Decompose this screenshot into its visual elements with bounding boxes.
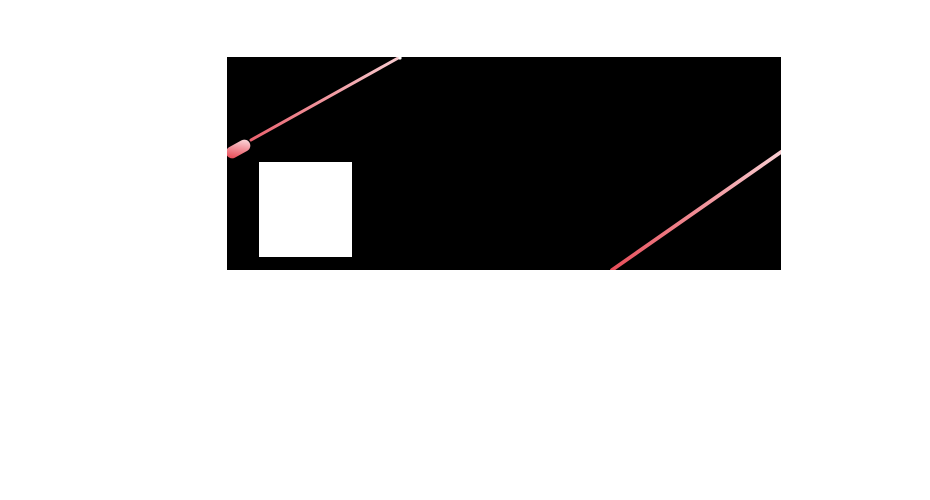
laser-impact-dot <box>398 57 402 60</box>
laser-scene-canvas[interactable] <box>227 57 781 270</box>
laser-beam-upper <box>249 57 402 142</box>
laser-scene-svg <box>227 57 781 270</box>
laser-emitter[interactable] <box>227 137 252 160</box>
white-block[interactable] <box>259 162 352 257</box>
laser-beam-lower <box>610 150 781 270</box>
